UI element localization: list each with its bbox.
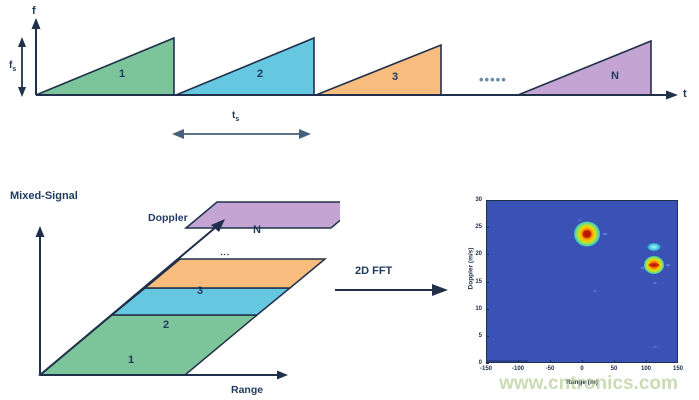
heatmap-y-axis-label: Doppler (m/s) bbox=[467, 247, 475, 290]
chirp-number-3: 3 bbox=[392, 71, 399, 83]
cube-doppler-axis-label: Doppler bbox=[148, 212, 188, 224]
heatmap-ytick-10: 10 bbox=[475, 305, 482, 312]
fft-label: 2D FFT bbox=[355, 265, 393, 277]
cube-x-axis-arrow-icon bbox=[277, 370, 288, 380]
heatmap-target-3 bbox=[647, 242, 661, 251]
radar-data-cube bbox=[35, 201, 340, 380]
heatmap-xtick-150: 150 bbox=[672, 366, 684, 372]
cube-slice-1 bbox=[37, 314, 260, 376]
sweep-label-sub: s bbox=[12, 66, 17, 73]
heatmap-target-2-core bbox=[648, 262, 660, 267]
cube-slice-label-N: N bbox=[253, 224, 261, 236]
heatmap-xtick-neg50: -50 bbox=[545, 366, 555, 372]
cube-slice-label-3: 3 bbox=[197, 285, 204, 297]
heatmap-ytick-15: 15 bbox=[475, 278, 482, 285]
heatmap-noise-1 bbox=[639, 266, 647, 271]
heatmap-noise-2 bbox=[592, 289, 599, 294]
chirp-number-2: 2 bbox=[257, 68, 264, 80]
heatmap-ytickmark-5 bbox=[486, 335, 489, 337]
sweep-label-base: f bbox=[9, 60, 13, 71]
heatmap-xtickmark-100 bbox=[646, 360, 647, 363]
heatmap-xtick-100: 100 bbox=[640, 366, 652, 372]
heatmap-xtick-neg100: -100 bbox=[511, 366, 525, 372]
cube-slice-3 bbox=[142, 258, 328, 289]
period-label-base: t bbox=[232, 110, 236, 121]
heatmap-ytickmark-10 bbox=[486, 308, 489, 310]
sweep-arrow-head-down-icon bbox=[18, 87, 26, 97]
heatmap-ytick-20: 20 bbox=[475, 251, 482, 258]
top-x-axis-label: t bbox=[683, 88, 687, 100]
cube-slice-N bbox=[183, 201, 340, 229]
cube-doppler-axis bbox=[39, 226, 217, 376]
heatmap-sidelobe-1 bbox=[602, 232, 609, 236]
heatmap-frame bbox=[486, 200, 678, 363]
chirp-period-label: ts bbox=[232, 110, 240, 124]
chirp-ellipsis: ••••• bbox=[479, 72, 507, 87]
heatmap-x-axis-label: Range (m) bbox=[566, 379, 598, 386]
chirp-sequence-plot bbox=[18, 18, 678, 139]
heatmap-ytick-25: 25 bbox=[475, 224, 482, 231]
cube-y-axis-label: Mixed-Signal bbox=[10, 190, 78, 202]
heatmap-xtick-0: 0 bbox=[580, 366, 584, 372]
heatmap-canvas bbox=[486, 200, 678, 363]
range-doppler-heatmap: 0 5 10 15 20 25 30 -150 -100 -50 0 50 10… bbox=[462, 193, 699, 400]
chirp-number-N: N bbox=[611, 70, 619, 82]
fft-arrow-head-icon bbox=[432, 284, 448, 296]
period-arrow-head-right-icon bbox=[299, 129, 311, 139]
cube-y-axis-arrow-icon bbox=[35, 226, 45, 237]
sweep-arrow-head-up-icon bbox=[18, 37, 26, 47]
heatmap-sidelobe-3 bbox=[652, 281, 658, 285]
heatmap-target-1-core bbox=[582, 229, 592, 238]
heatmap-ytick-30: 30 bbox=[475, 197, 482, 203]
heatmap-ytick-0: 0 bbox=[478, 360, 482, 366]
chirp-shape-1 bbox=[35, 36, 175, 96]
chirp-number-1: 1 bbox=[119, 68, 126, 80]
chirp-shape-N bbox=[517, 39, 652, 96]
heatmap-xtick-50: 50 bbox=[610, 366, 618, 372]
heatmap-xtickmark-0 bbox=[582, 360, 583, 363]
top-y-axis-label: f bbox=[32, 5, 36, 17]
heatmap-xtick-neg150: -150 bbox=[479, 366, 493, 372]
heatmap-ytick-5: 5 bbox=[478, 332, 482, 339]
heatmap-noise-3 bbox=[651, 344, 658, 349]
cube-slice-label-2: 2 bbox=[163, 319, 170, 331]
cube-range-axis-label: Range bbox=[231, 384, 264, 396]
heatmap-xtickmark-50 bbox=[614, 360, 615, 363]
top-x-axis-arrow-icon bbox=[666, 90, 678, 100]
period-arrow-head-left-icon bbox=[172, 129, 184, 139]
heatmap-xtickmark-neg50 bbox=[550, 360, 551, 363]
period-label-sub: s bbox=[235, 116, 240, 123]
heatmap-sidelobe-2 bbox=[665, 263, 672, 267]
heatmap-xtickmark-neg100 bbox=[518, 360, 519, 363]
chirp-shape-3 bbox=[315, 43, 442, 96]
fft-arrow-graphic bbox=[335, 284, 448, 296]
heatmap-ytickmark-25 bbox=[486, 227, 489, 229]
cube-doppler-axis-arrow-icon bbox=[211, 219, 225, 232]
top-y-axis-arrow-icon bbox=[31, 18, 41, 29]
cube-slice-ellipsis: ⋮ bbox=[220, 250, 231, 260]
heatmap-ytickmark-20 bbox=[486, 254, 489, 256]
heatmap-ytickmark-0 bbox=[486, 363, 489, 364]
heatmap-noise-4 bbox=[577, 217, 584, 222]
heatmap-bottom-band bbox=[486, 360, 529, 363]
heatmap-ytickmark-15 bbox=[486, 281, 489, 283]
chirp-shape-2 bbox=[175, 36, 315, 96]
sweep-bandwidth-label: fs bbox=[9, 60, 17, 74]
cube-slice-label-1: 1 bbox=[128, 354, 135, 366]
